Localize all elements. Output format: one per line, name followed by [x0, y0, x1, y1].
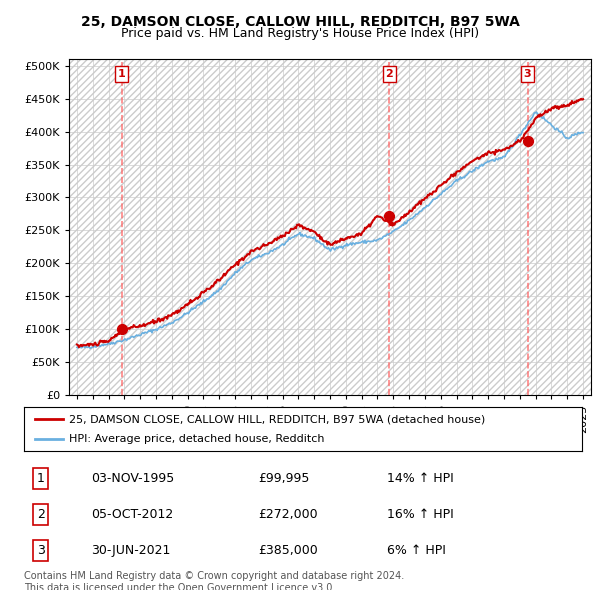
Text: 14% ↑ HPI: 14% ↑ HPI — [387, 472, 454, 485]
Text: Contains HM Land Registry data © Crown copyright and database right 2024.
This d: Contains HM Land Registry data © Crown c… — [24, 571, 404, 590]
Point — [385, 211, 394, 221]
Text: HPI: Average price, detached house, Redditch: HPI: Average price, detached house, Redd… — [68, 434, 324, 444]
Point — [523, 137, 532, 146]
Text: 1: 1 — [37, 472, 44, 485]
Text: 30-JUN-2021: 30-JUN-2021 — [91, 544, 170, 557]
Text: £99,995: £99,995 — [259, 472, 310, 485]
Text: 25, DAMSON CLOSE, CALLOW HILL, REDDITCH, B97 5WA (detached house): 25, DAMSON CLOSE, CALLOW HILL, REDDITCH,… — [68, 415, 485, 424]
Text: £385,000: £385,000 — [259, 544, 318, 557]
Point — [117, 324, 127, 334]
Text: Price paid vs. HM Land Registry's House Price Index (HPI): Price paid vs. HM Land Registry's House … — [121, 27, 479, 40]
Text: 2: 2 — [386, 69, 394, 79]
Text: 3: 3 — [524, 69, 532, 79]
Text: 25, DAMSON CLOSE, CALLOW HILL, REDDITCH, B97 5WA: 25, DAMSON CLOSE, CALLOW HILL, REDDITCH,… — [80, 15, 520, 29]
Text: 3: 3 — [37, 544, 44, 557]
Text: £272,000: £272,000 — [259, 508, 318, 521]
Text: 16% ↑ HPI: 16% ↑ HPI — [387, 508, 454, 521]
Text: 1: 1 — [118, 69, 126, 79]
Text: 2: 2 — [37, 508, 44, 521]
Text: 6% ↑ HPI: 6% ↑ HPI — [387, 544, 446, 557]
Text: 05-OCT-2012: 05-OCT-2012 — [91, 508, 173, 521]
Bar — [69, 59, 591, 395]
Text: 03-NOV-1995: 03-NOV-1995 — [91, 472, 174, 485]
